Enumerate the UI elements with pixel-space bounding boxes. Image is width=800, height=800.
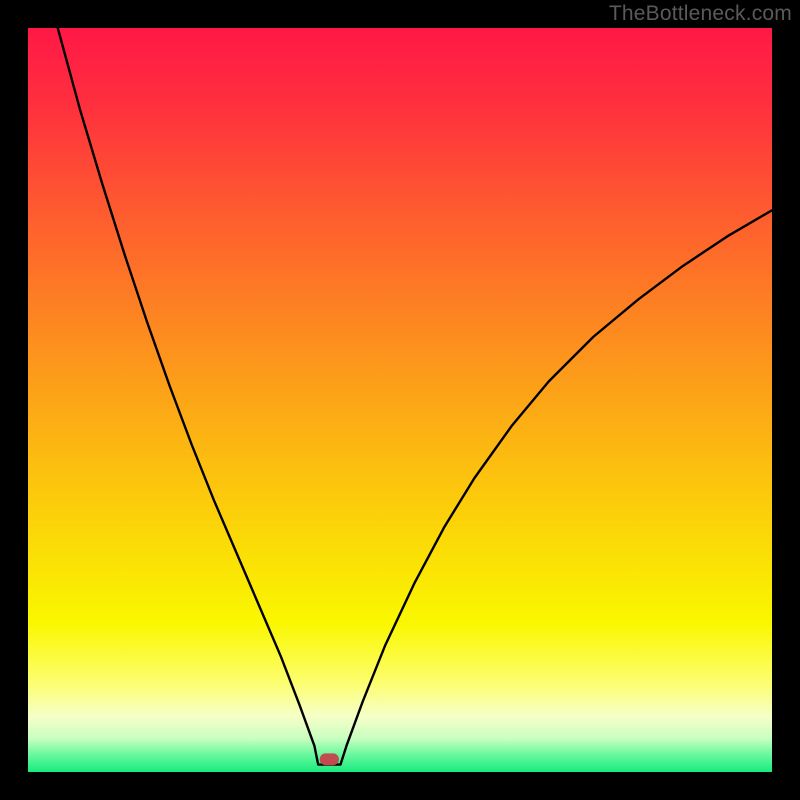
chart-stage: TheBottleneck.com: [0, 0, 800, 800]
plot-gradient-background: [28, 28, 772, 772]
optimum-marker: [320, 753, 339, 765]
watermark-text: TheBottleneck.com: [609, 2, 792, 26]
plot-svg: [0, 0, 800, 800]
